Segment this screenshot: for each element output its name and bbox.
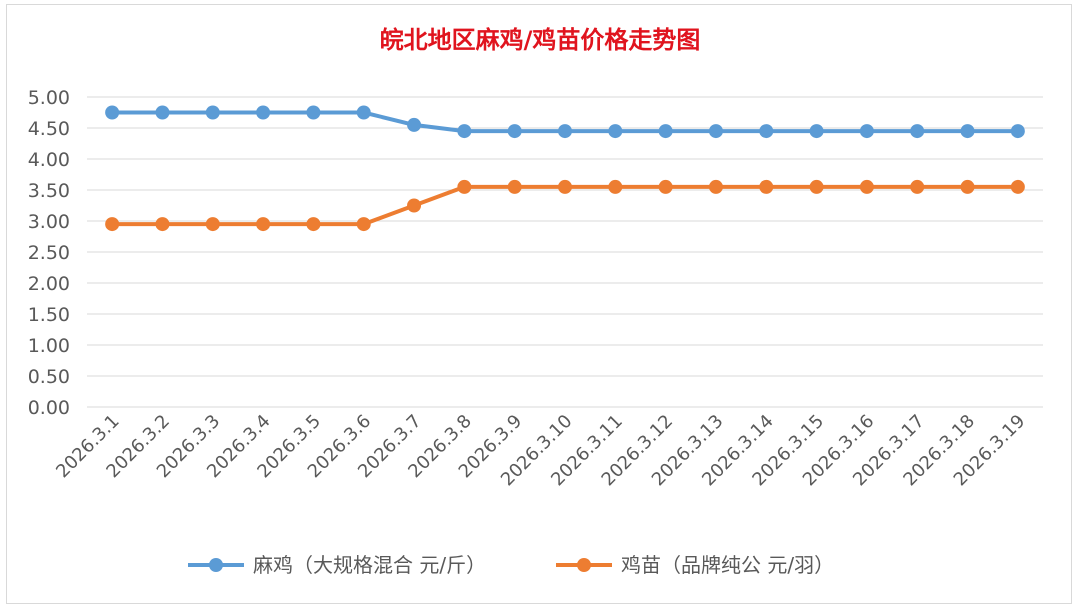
series-lines <box>105 105 1025 232</box>
data-point <box>306 105 321 120</box>
data-point <box>809 179 824 194</box>
data-point <box>105 217 120 232</box>
data-point <box>608 179 623 194</box>
y-tick-label: 5.00 <box>28 87 70 109</box>
data-point <box>658 179 673 194</box>
y-tick-label: 1.00 <box>28 335 70 357</box>
data-point <box>105 105 120 120</box>
data-point <box>356 105 371 120</box>
legend-label: 麻鸡（大规格混合 元/斤） <box>253 553 486 577</box>
data-point <box>859 124 874 139</box>
data-point <box>356 217 371 232</box>
y-axis-ticks: 0.00 0.50 1.00 1.50 2.00 2.50 3.00 3.50 4.00 4.50… <box>28 87 70 419</box>
data-point <box>507 124 522 139</box>
data-point <box>759 124 774 139</box>
data-point <box>507 179 522 194</box>
data-point <box>1010 179 1025 194</box>
y-tick-label: 2.50 <box>28 242 70 264</box>
data-point <box>759 179 774 194</box>
legend-marker <box>577 558 591 572</box>
y-tick-label: 2.00 <box>28 273 70 295</box>
legend-label: 鸡苗（品牌纯公 元/羽） <box>621 553 834 577</box>
data-point <box>205 217 220 232</box>
legend-marker <box>209 558 223 572</box>
data-point <box>910 124 925 139</box>
data-point <box>1010 124 1025 139</box>
y-tick-label: 4.50 <box>28 118 70 140</box>
data-point <box>960 179 975 194</box>
data-point <box>155 105 170 120</box>
chart-title: 皖北地区麻鸡/鸡苗价格走势图 <box>380 26 701 54</box>
series-1 <box>105 105 1025 139</box>
data-point <box>256 105 271 120</box>
data-point <box>708 124 723 139</box>
y-tick-label: 3.50 <box>28 180 70 202</box>
data-point <box>306 217 321 232</box>
series-2 <box>105 179 1025 232</box>
data-point <box>155 217 170 232</box>
data-point <box>457 124 472 139</box>
chart-frame <box>6 4 1072 604</box>
data-point <box>658 124 673 139</box>
data-point <box>608 124 623 139</box>
y-tick-label: 1.50 <box>28 304 70 326</box>
y-tick-label: 3.00 <box>28 211 70 233</box>
data-point <box>558 124 572 139</box>
data-point <box>407 198 422 213</box>
data-point <box>859 179 874 194</box>
data-point <box>407 117 422 132</box>
y-tick-label: 4.00 <box>28 149 70 171</box>
data-point <box>457 179 472 194</box>
data-point <box>809 124 824 139</box>
data-point <box>960 124 975 139</box>
legend-item-1: 麻鸡（大规格混合 元/斤） <box>188 553 486 577</box>
y-tick-label: 0.00 <box>28 397 70 419</box>
data-point <box>256 217 271 232</box>
gridlines <box>87 96 1043 408</box>
legend: 麻鸡（大规格混合 元/斤） 鸡苗（品牌纯公 元/羽） <box>188 553 834 577</box>
data-point <box>910 179 925 194</box>
y-tick-label: 0.50 <box>28 366 70 388</box>
legend-item-2: 鸡苗（品牌纯公 元/羽） <box>556 553 834 577</box>
x-axis-ticks: 2026.3.12026.3.22026.3.32026.3.42026.3.5… <box>52 411 1029 491</box>
data-point <box>205 105 220 120</box>
data-point <box>708 179 723 194</box>
data-point <box>558 179 572 194</box>
